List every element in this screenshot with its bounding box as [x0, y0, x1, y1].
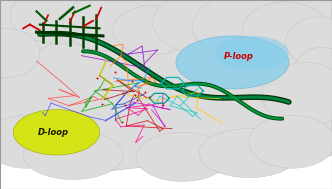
Ellipse shape — [242, 2, 329, 59]
Ellipse shape — [113, 6, 193, 55]
Ellipse shape — [136, 132, 229, 181]
Ellipse shape — [176, 36, 289, 89]
Ellipse shape — [0, 28, 40, 77]
Ellipse shape — [63, 0, 149, 51]
Polygon shape — [0, 0, 332, 172]
Ellipse shape — [292, 47, 332, 104]
Ellipse shape — [249, 115, 332, 168]
Ellipse shape — [23, 130, 123, 180]
Ellipse shape — [286, 17, 332, 66]
Ellipse shape — [199, 129, 299, 178]
Ellipse shape — [13, 110, 100, 155]
Ellipse shape — [0, 115, 70, 168]
Ellipse shape — [262, 62, 332, 127]
Text: P-loop: P-loop — [224, 52, 254, 61]
Ellipse shape — [216, 36, 289, 70]
Ellipse shape — [0, 0, 63, 53]
Ellipse shape — [10, 0, 110, 43]
Ellipse shape — [153, 0, 246, 53]
Text: D-loop: D-loop — [38, 128, 69, 137]
Ellipse shape — [193, 0, 292, 59]
